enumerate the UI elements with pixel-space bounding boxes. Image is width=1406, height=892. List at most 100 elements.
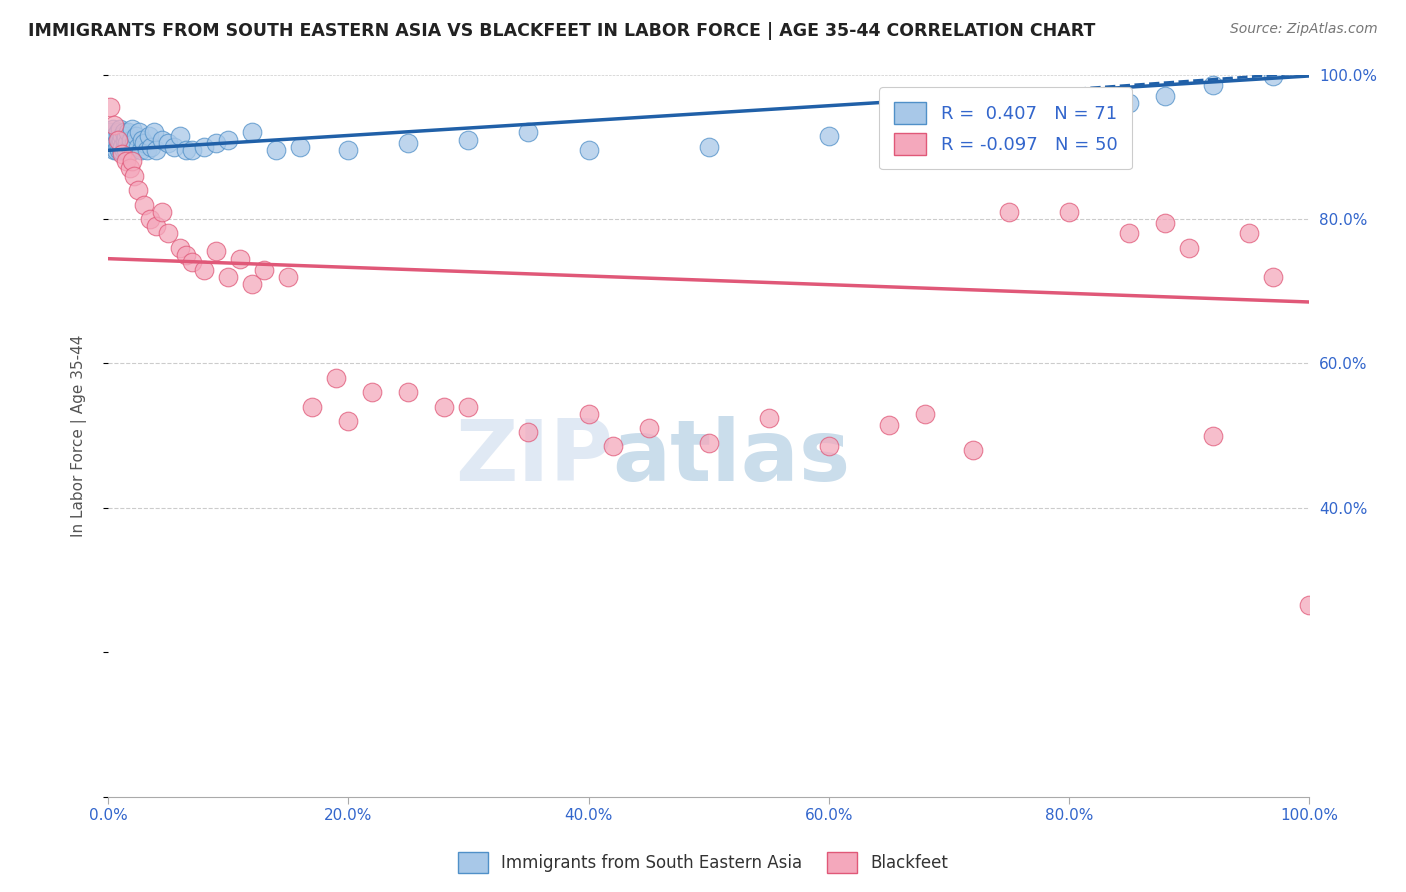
Point (290, 140, 312, 154)
Point (396, 385, 419, 400)
Point (128, 125, 150, 139)
Point (100, 100, 122, 114)
Point (110, 144, 132, 158)
Point (253, 262, 276, 277)
Point (169, 241, 191, 255)
Point (108, 136, 131, 150)
Point (111, 128, 134, 143)
Point (1202, 428, 1225, 442)
Point (150, 132, 173, 146)
Point (174, 248, 197, 262)
Point (132, 136, 155, 150)
Point (117, 136, 139, 150)
Point (118, 161, 141, 176)
Point (115, 128, 138, 143)
Point (1081, 100, 1104, 114)
Point (122, 144, 145, 158)
Point (157, 227, 180, 241)
Point (1202, 78, 1225, 93)
Point (107, 140, 129, 154)
Point (817, 439, 839, 453)
Point (125, 128, 148, 143)
Point (578, 144, 600, 158)
Point (1263, 269, 1285, 284)
Point (337, 414, 360, 428)
Point (217, 132, 239, 146)
Point (205, 136, 228, 150)
Point (112, 144, 135, 158)
Point (229, 252, 252, 266)
Point (914, 407, 936, 421)
Point (181, 255, 204, 269)
Point (124, 169, 146, 183)
Point (108, 144, 131, 158)
Point (240, 277, 263, 291)
Point (517, 425, 540, 439)
Point (277, 269, 299, 284)
Point (817, 128, 839, 143)
Point (637, 421, 659, 435)
Point (121, 154, 143, 169)
Legend: R =  0.407   N = 71, R = -0.097   N = 50: R = 0.407 N = 71, R = -0.097 N = 50 (879, 87, 1132, 169)
Point (1033, 103, 1056, 118)
Point (1118, 96, 1140, 111)
Point (758, 410, 780, 425)
Text: IMMIGRANTS FROM SOUTH EASTERN ASIA VS BLACKFEET IN LABOR FORCE | AGE 35-44 CORRE: IMMIGRANTS FROM SOUTH EASTERN ASIA VS BL… (28, 22, 1095, 40)
Point (396, 136, 419, 150)
Point (169, 128, 191, 143)
Point (181, 144, 204, 158)
Point (103, 118, 125, 132)
Point (457, 132, 479, 146)
Point (129, 144, 152, 158)
Point (337, 144, 360, 158)
Point (112, 125, 135, 139)
Point (139, 211, 162, 226)
Point (578, 407, 600, 421)
Point (142, 125, 165, 139)
Y-axis label: In Labor Force | Age 35-44: In Labor Force | Age 35-44 (72, 334, 87, 537)
Point (157, 136, 180, 150)
Point (127, 140, 149, 154)
Point (1118, 227, 1140, 241)
Point (361, 385, 384, 400)
Text: atlas: atlas (613, 416, 851, 499)
Point (120, 132, 142, 146)
Point (124, 136, 146, 150)
Point (938, 121, 960, 136)
Point (103, 140, 125, 154)
Point (240, 125, 263, 139)
Point (118, 140, 141, 154)
Point (433, 400, 456, 414)
Point (1237, 227, 1260, 241)
Point (138, 128, 160, 143)
Point (998, 111, 1021, 125)
Point (325, 371, 347, 385)
Point (111, 147, 134, 161)
Point (110, 132, 132, 146)
Point (877, 417, 900, 432)
Point (1154, 89, 1177, 103)
Point (121, 121, 143, 136)
Point (101, 121, 124, 136)
Legend: Immigrants from South Eastern Asia, Blackfeet: Immigrants from South Eastern Asia, Blac… (451, 846, 955, 880)
Point (141, 140, 163, 154)
Point (1057, 204, 1080, 219)
Point (1154, 216, 1177, 230)
Point (205, 244, 228, 259)
Point (1057, 107, 1080, 121)
Point (264, 144, 287, 158)
Point (1263, 69, 1285, 83)
Point (998, 204, 1021, 219)
Point (217, 269, 239, 284)
Point (145, 219, 167, 234)
Point (457, 400, 479, 414)
Point (103, 144, 125, 158)
Point (193, 262, 215, 277)
Point (108, 121, 131, 136)
Point (150, 204, 173, 219)
Point (174, 144, 197, 158)
Point (517, 125, 540, 139)
Point (962, 443, 984, 458)
Point (115, 144, 138, 158)
Point (105, 144, 128, 158)
